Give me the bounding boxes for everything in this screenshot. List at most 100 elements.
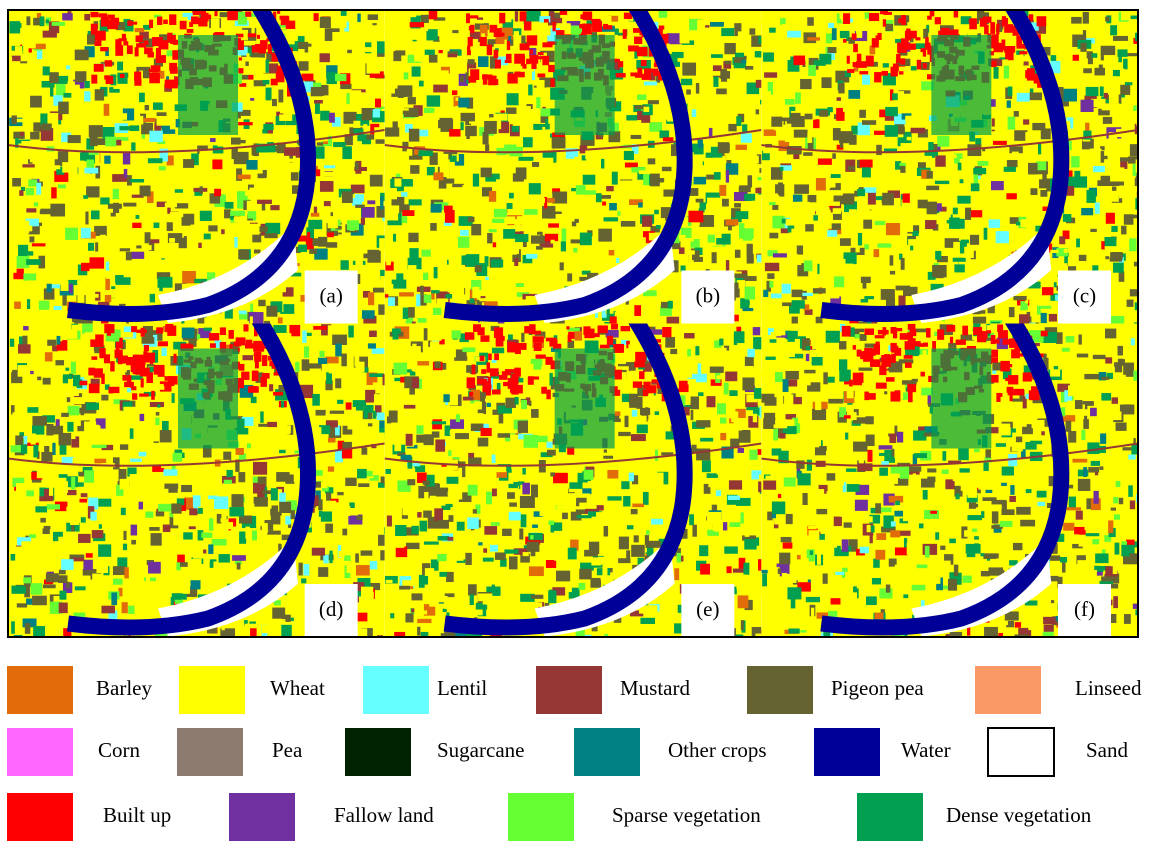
land-patch bbox=[164, 484, 178, 489]
land-patch bbox=[90, 512, 96, 521]
land-patch bbox=[593, 559, 602, 564]
land-patch bbox=[105, 137, 116, 147]
land-patch bbox=[420, 521, 428, 532]
figure-canvas: (a)(b)(c)(d)(e)(f) BarleyWheatLentilMust… bbox=[0, 0, 1169, 848]
land-patch bbox=[279, 163, 288, 170]
land-patch bbox=[425, 50, 435, 55]
land-patch bbox=[1081, 208, 1093, 215]
land-patch bbox=[313, 326, 327, 330]
land-patch bbox=[63, 374, 72, 379]
land-patch bbox=[1017, 93, 1030, 102]
land-patch bbox=[317, 427, 321, 435]
land-patch bbox=[808, 195, 817, 202]
land-patch bbox=[328, 466, 334, 471]
land-patch bbox=[467, 517, 479, 529]
land-patch bbox=[684, 333, 694, 338]
land-patch bbox=[612, 172, 618, 185]
land-patch bbox=[462, 255, 473, 264]
land-patch bbox=[484, 121, 497, 134]
land-patch bbox=[1099, 65, 1103, 69]
land-patch bbox=[806, 238, 817, 248]
land-patch bbox=[530, 221, 537, 232]
land-patch bbox=[576, 185, 586, 195]
town-patch bbox=[122, 34, 126, 41]
town-patch bbox=[143, 351, 147, 356]
land-patch bbox=[912, 231, 918, 236]
land-patch bbox=[1020, 154, 1025, 165]
land-patch bbox=[402, 580, 414, 586]
town-patch bbox=[91, 356, 97, 360]
land-patch bbox=[1120, 85, 1130, 95]
land-patch bbox=[24, 226, 32, 232]
land-patch bbox=[443, 394, 449, 402]
land-patch bbox=[518, 378, 524, 383]
land-patch bbox=[145, 253, 149, 257]
land-patch bbox=[662, 167, 671, 171]
land-patch bbox=[607, 308, 610, 319]
land-patch bbox=[926, 186, 939, 191]
land-patch bbox=[973, 168, 986, 174]
land-patch bbox=[370, 151, 383, 154]
land-patch bbox=[498, 433, 511, 437]
land-patch bbox=[896, 286, 911, 291]
land-patch bbox=[732, 418, 737, 422]
land-patch bbox=[655, 411, 659, 415]
land-patch bbox=[778, 182, 783, 195]
land-patch bbox=[1073, 114, 1088, 117]
land-patch bbox=[452, 330, 461, 338]
land-patch bbox=[131, 142, 135, 150]
land-patch bbox=[136, 116, 144, 125]
land-patch bbox=[62, 162, 74, 172]
land-patch bbox=[859, 110, 866, 118]
town-patch bbox=[104, 324, 114, 333]
land-patch bbox=[579, 569, 592, 580]
land-patch bbox=[728, 496, 740, 500]
land-patch bbox=[385, 188, 397, 199]
land-patch bbox=[544, 251, 556, 257]
land-patch bbox=[745, 66, 753, 70]
land-patch bbox=[816, 210, 831, 215]
land-patch bbox=[264, 427, 279, 436]
land-patch bbox=[61, 248, 67, 254]
land-patch bbox=[590, 578, 601, 588]
town-patch bbox=[623, 29, 627, 39]
land-patch bbox=[257, 200, 272, 204]
land-patch bbox=[861, 277, 871, 283]
land-patch bbox=[69, 284, 73, 293]
land-patch bbox=[642, 216, 652, 227]
land-patch bbox=[422, 178, 428, 183]
land-patch bbox=[27, 299, 30, 309]
land-patch bbox=[632, 410, 637, 417]
land-patch bbox=[702, 460, 711, 472]
land-patch bbox=[970, 210, 983, 217]
town-patch bbox=[169, 14, 176, 25]
land-patch bbox=[172, 393, 175, 403]
land-patch bbox=[94, 459, 106, 464]
land-patch bbox=[420, 286, 424, 295]
land-patch bbox=[230, 211, 245, 216]
land-patch bbox=[596, 193, 602, 202]
land-patch bbox=[1008, 117, 1016, 130]
land-patch bbox=[394, 178, 401, 186]
land-patch bbox=[717, 375, 725, 379]
land-patch bbox=[874, 249, 880, 257]
land-patch bbox=[83, 560, 92, 570]
land-patch bbox=[250, 303, 253, 312]
land-patch bbox=[1098, 27, 1106, 39]
land-patch bbox=[295, 22, 301, 29]
town-patch bbox=[1002, 39, 1006, 50]
land-patch bbox=[224, 480, 232, 484]
land-patch bbox=[1090, 181, 1097, 188]
land-patch bbox=[521, 514, 527, 527]
land-patch bbox=[1105, 191, 1119, 202]
land-patch bbox=[21, 54, 34, 61]
land-patch bbox=[447, 477, 459, 484]
land-patch bbox=[1124, 214, 1134, 224]
land-patch bbox=[764, 72, 777, 77]
land-patch bbox=[43, 31, 57, 38]
town-patch bbox=[1005, 50, 1009, 59]
town-patch bbox=[246, 340, 252, 347]
land-patch bbox=[503, 229, 515, 239]
land-patch bbox=[794, 184, 809, 193]
land-patch bbox=[509, 556, 518, 569]
